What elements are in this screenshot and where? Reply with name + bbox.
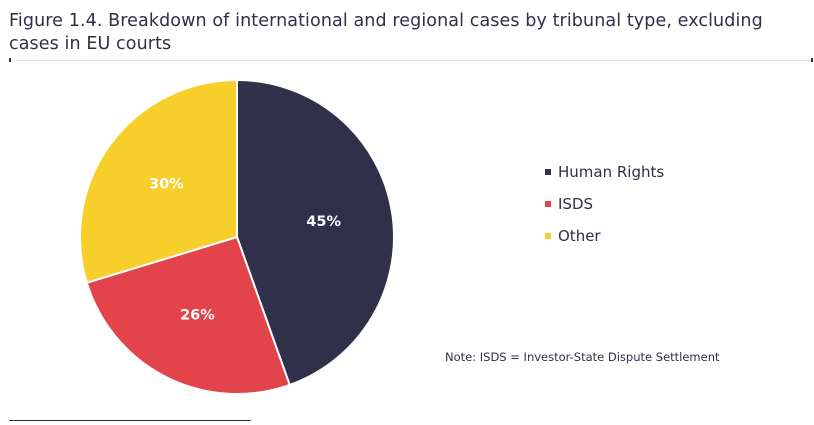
footnote-divider [9,420,251,421]
title-divider-left-tick [9,58,11,62]
legend-item-other: Other [545,220,664,252]
legend-label-isds: ISDS [558,195,594,213]
legend-item-human-rights: Human Rights [545,156,664,188]
pie-label-other: 30% [149,177,184,193]
pie-label-isds: 26% [180,308,215,324]
legend-item-isds: ISDS [545,188,664,220]
legend-swatch-isds [545,201,551,207]
chart-legend: Human Rights ISDS Other [545,156,664,252]
legend-swatch-other [545,233,551,239]
title-divider [9,60,813,61]
pie-slice-isds [85,235,291,395]
legend-label-other: Other [558,227,601,245]
legend-swatch-human-rights [545,169,551,175]
chart-title: Figure 1.4. Breakdown of international a… [9,11,763,54]
title-divider-right-tick [811,58,813,62]
legend-label-human-rights: Human Rights [558,163,665,181]
chart-note: Note: ISDS = Investor-State Dispute Sett… [445,350,720,364]
pie-slice-other [79,78,238,284]
pie-slice-human-rights [236,78,395,387]
pie-label-human-rights: 45% [306,214,341,230]
